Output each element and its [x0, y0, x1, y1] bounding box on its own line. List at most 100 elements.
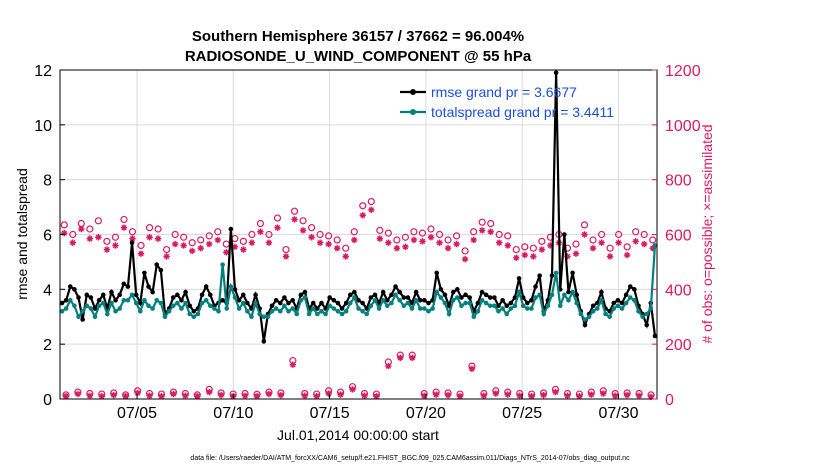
obs-possible-marker	[273, 214, 282, 222]
obs-assimilated-marker	[158, 393, 165, 400]
series-point-0	[479, 289, 485, 295]
series-point-1	[92, 314, 98, 320]
series-point-0	[335, 300, 341, 306]
series-point-0	[442, 292, 448, 298]
series-point-1	[582, 317, 588, 322]
series-lines	[59, 70, 658, 344]
series-point-1	[627, 295, 633, 300]
series-point-0	[529, 298, 534, 303]
y-axis-label: rmse and totalspread	[14, 168, 30, 300]
series-point-0	[632, 287, 637, 292]
series-point-0	[417, 298, 423, 303]
obs-assimilated-marker	[333, 245, 341, 252]
obs-assimilated-marker	[487, 228, 494, 235]
series-point-0	[627, 284, 633, 289]
obs-assimilated-marker	[325, 390, 332, 397]
obs-assimilated-marker	[647, 393, 655, 401]
series-point-0	[397, 289, 402, 295]
series-point-1	[84, 303, 90, 309]
obs-assimilated-marker	[456, 393, 464, 400]
obs-assimilated-marker	[444, 245, 452, 252]
obs-possible-marker	[427, 225, 435, 233]
obs-assimilated-marker	[146, 234, 153, 241]
series-point-0	[142, 270, 147, 276]
series-point-1	[401, 303, 407, 309]
obs-possible-marker	[529, 244, 537, 252]
series-point-0	[154, 262, 160, 267]
legend-entry: rmse grand pr = 3.6677	[431, 84, 577, 100]
series-point-0	[553, 70, 559, 76]
series-point-1	[125, 298, 131, 303]
right-tick-label: 800	[665, 173, 692, 190]
series-point-1	[117, 306, 122, 311]
series-point-1	[249, 314, 254, 320]
obs-assimilated-marker	[253, 393, 261, 400]
obs-assimilated-marker	[95, 234, 102, 241]
obs-assimilated-marker	[342, 253, 349, 260]
series-point-0	[245, 300, 250, 306]
series-point-0	[352, 289, 357, 295]
obs-possible-marker	[205, 232, 213, 240]
data-file-footer: data file: /Users/raeder/DAI/ATM_forcXX/…	[190, 455, 630, 462]
series-point-0	[175, 292, 180, 298]
obs-possible-marker	[367, 198, 375, 206]
obs-possible-marker	[487, 219, 495, 228]
series-point-1	[158, 300, 164, 306]
left-tick-label: 6	[43, 228, 52, 245]
series-point-0	[331, 298, 337, 303]
series-point-1	[121, 298, 127, 303]
obs-assimilated-marker	[504, 242, 511, 249]
series-point-1	[282, 303, 287, 309]
right-tick-label: 0	[665, 392, 674, 409]
series-point-1	[109, 300, 114, 306]
obs-count-markers	[60, 198, 657, 401]
obs-possible-marker	[265, 230, 273, 239]
series-point-0	[347, 292, 353, 298]
obs-possible-marker	[521, 243, 529, 251]
obs-assimilated-marker	[576, 393, 583, 400]
series-point-1	[426, 308, 431, 314]
obs-possible-marker	[538, 237, 546, 245]
series-point-1	[360, 308, 365, 314]
series-point-0	[88, 295, 94, 300]
obs-assimilated-marker	[419, 238, 426, 245]
obs-assimilated-marker	[277, 391, 285, 399]
left-tick-label: 2	[43, 337, 52, 354]
series-point-1	[80, 308, 85, 314]
series-point-1	[347, 300, 353, 306]
series-point-0	[504, 303, 510, 309]
legend-entry: totalspread grand pr = 3.4411	[431, 104, 614, 120]
series-point-1	[63, 306, 69, 311]
series-point-0	[389, 292, 394, 298]
series-point-1	[203, 298, 209, 303]
obs-assimilated-marker	[632, 238, 639, 245]
obs-possible-marker	[606, 244, 614, 252]
series-point-0	[475, 300, 481, 306]
series-point-1	[212, 306, 217, 311]
obs-assimilated-marker	[397, 354, 404, 362]
obs-possible-marker	[615, 230, 623, 239]
obs-assimilated-marker	[444, 391, 452, 399]
obs-possible-marker	[470, 228, 478, 236]
series-point-1	[595, 306, 600, 311]
series-point-1	[290, 306, 295, 311]
series-point-1	[623, 300, 629, 306]
obs-assimilated-marker	[564, 392, 571, 399]
obs-assimilated-marker	[206, 388, 213, 396]
series-point-0	[158, 267, 164, 273]
series-point-1	[265, 314, 271, 320]
series-point-0	[232, 287, 238, 292]
obs-assimilated-marker	[598, 239, 605, 246]
series-point-0	[100, 292, 106, 298]
obs-assimilated-marker	[564, 253, 571, 260]
series-point-0	[516, 276, 522, 281]
series-point-0	[236, 298, 242, 303]
obs-assimilated-marker	[78, 225, 85, 233]
obs-possible-marker	[325, 232, 333, 240]
series-point-0	[302, 289, 308, 295]
series-point-0	[434, 270, 440, 276]
series-point-0	[315, 306, 320, 311]
obs-assimilated-marker	[137, 250, 145, 257]
series-point-0	[261, 339, 267, 344]
series-point-1	[376, 306, 382, 311]
